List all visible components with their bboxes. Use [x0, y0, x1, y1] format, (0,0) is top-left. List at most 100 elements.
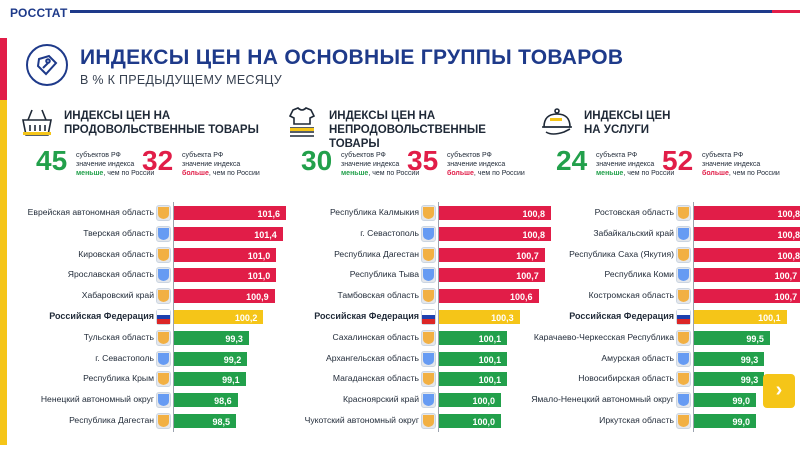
region-row: Тверская область 101,4 — [20, 225, 283, 243]
region-name: Республика Калмыкия — [329, 207, 419, 217]
stat-more-number: 32 — [142, 145, 174, 176]
panel-title: ИНДЕКСЫ ЦЕН НА НЕПРОДОВОЛЬСТВЕННЫЕ ТОВАРЫ — [329, 109, 531, 151]
panel-stats: 30 субъектов РФ значение индекса меньше, че… — [285, 146, 531, 190]
region-name: Иркутская область — [599, 415, 674, 425]
stat-emphasis: больше — [182, 170, 209, 177]
index-value: 100,6 — [509, 292, 533, 303]
region-name: Российская Федерация — [569, 311, 674, 321]
index-value: 99,3 — [225, 333, 243, 344]
page-title: ИНДЕКСЫ ЦЕН НА ОСНОВНЫЕ ГРУППЫ ТОВАРОВ — [80, 46, 624, 69]
sidebar-accent-yellow — [0, 100, 7, 445]
region-emblem-icon — [676, 225, 691, 242]
stat-line2: значение индекса — [182, 161, 241, 168]
index-value: 101,0 — [247, 250, 271, 261]
index-value: 100,1 — [758, 313, 781, 323]
index-value: 100,0 — [472, 396, 495, 407]
stat-emphasis: меньше — [341, 170, 369, 177]
stat-less: 24 субъекта РФ значение индекса меньше, чем… — [556, 146, 674, 178]
region-emblem-icon — [676, 371, 691, 388]
region-emblem-icon — [421, 392, 436, 409]
region-row: Ненецкий автономный округ 98,6 — [20, 391, 266, 409]
region-emblem-icon — [421, 288, 436, 305]
chart-axis — [693, 202, 694, 432]
index-bar: 99,2 — [174, 351, 248, 366]
region-row: Магаданская область 100,1 — [285, 370, 531, 388]
index-bar: 99,3 — [174, 330, 249, 345]
index-value: 100,7 — [516, 271, 539, 282]
russian-flag-icon — [676, 309, 691, 325]
region-row: Архангельская область 100,1 — [285, 350, 531, 368]
region-emblem-icon — [156, 205, 171, 221]
index-bar: 101,0 — [174, 268, 277, 283]
index-value: 99,3 — [740, 354, 759, 365]
index-value: 99,1 — [222, 375, 240, 386]
region-emblem-icon — [676, 392, 691, 409]
index-bar: 98,5 — [174, 414, 236, 428]
index-value: 99,3 — [740, 375, 759, 386]
panel-title: ИНДЕКСЫ ЦЕН НА УСЛУГИ — [584, 109, 670, 137]
index-bar: 100,6 — [439, 289, 539, 304]
region-row: г. Севастополь 100,8 — [285, 225, 551, 243]
stat-less: 45 субъектов РФ значение индекса меньше, че… — [36, 145, 154, 178]
region-row: Ростовская область 100,8 — [540, 204, 800, 222]
stat-less-number: 45 — [36, 145, 68, 176]
region-emblem-icon — [676, 350, 691, 367]
region-emblem-icon — [676, 413, 691, 429]
russian-flag-icon — [156, 309, 171, 325]
panel-title-line1: ИНДЕКСЫ ЦЕН НА — [329, 110, 436, 122]
index-value: 100,8 — [777, 209, 800, 219]
region-emblem-icon — [676, 288, 691, 305]
stat-label: субъекта РФ — [702, 152, 744, 159]
stat-line2: значение индекса — [76, 161, 135, 168]
region-name: г. Севастополь — [95, 352, 154, 363]
region-name: Российская Федерация — [314, 311, 419, 321]
panel-header: ИНДЕКСЫ ЦЕН НА УСЛУГИ — [540, 104, 786, 140]
region-emblem-icon — [156, 329, 171, 346]
region-row: Республика Калмыкия 100,8 — [285, 204, 551, 222]
region-name: Ярославская область — [67, 269, 154, 280]
region-emblem-icon — [421, 246, 436, 263]
region-row: г. Севастополь 99,2 — [20, 350, 266, 368]
region-name: Тульская область — [83, 331, 154, 342]
panel-title-line2: НЕПРОДОВОЛЬСТВЕННЫЕ ТОВАРЫ — [329, 124, 486, 150]
index-bar: 100,8 — [439, 226, 551, 241]
region-row: Республика Крым 99,1 — [20, 370, 266, 388]
region-row: Республика Дагестан 100,7 — [285, 246, 545, 264]
index-bar: 100,8 — [694, 247, 800, 262]
region-row: Ярославская область 101,0 — [20, 266, 277, 284]
region-name: Красноярский край — [343, 394, 419, 405]
region-emblem-icon — [421, 267, 436, 284]
region-name: Тамбовская область — [337, 290, 419, 301]
region-row: Еврейская автономная область 101,6 — [20, 204, 286, 222]
region-emblem-icon — [156, 225, 171, 242]
region-emblem-icon — [676, 329, 691, 346]
region-name: Республика Крым — [83, 373, 154, 384]
region-name: Республика Дагестан — [69, 415, 154, 425]
region-name: Костромская область — [588, 290, 674, 301]
index-value: 98,6 — [214, 396, 232, 407]
region-emblem-icon — [676, 205, 691, 221]
index-value: 100,7 — [516, 250, 539, 261]
region-row: Иркутская область 99,0 — [540, 412, 786, 430]
index-bar: 100,8 — [439, 206, 551, 220]
region-row: Республика Коми 100,7 — [540, 266, 800, 284]
region-emblem-icon — [676, 246, 691, 263]
panel-header: ИНДЕКСЫ ЦЕН НА ПРОДОВОЛЬСТВЕННЫЕ ТОВАРЫ — [20, 104, 266, 140]
page-subtitle: В % К ПРЕДЫДУЩЕМУ МЕСЯЦУ — [80, 73, 282, 87]
stat-more-desc: субъекта РФ значение индекса больше, чем п… — [182, 151, 260, 178]
index-bar: 100,1 — [439, 330, 508, 345]
index-bar: 101,0 — [174, 247, 277, 262]
index-bar: 100,7 — [439, 268, 545, 283]
region-row: Тамбовская область 100,6 — [285, 287, 539, 305]
index-value: 100,1 — [478, 333, 502, 344]
region-name: Ростовская область — [594, 207, 674, 217]
region-name: Республика Тыва — [349, 269, 419, 280]
stat-more-desc: субъекта РФ значение индекса больше, чем п… — [702, 151, 780, 178]
stat-emphasis: больше — [447, 170, 474, 177]
service-cloche-icon — [540, 106, 574, 138]
panel-stats: 45 субъектов РФ значение индекса меньше, че… — [20, 146, 266, 190]
index-value: 100,8 — [522, 209, 545, 219]
index-bar: 99,3 — [694, 351, 765, 366]
region-name: Архангельская область — [326, 352, 419, 363]
next-page-button[interactable]: › — [763, 374, 795, 408]
